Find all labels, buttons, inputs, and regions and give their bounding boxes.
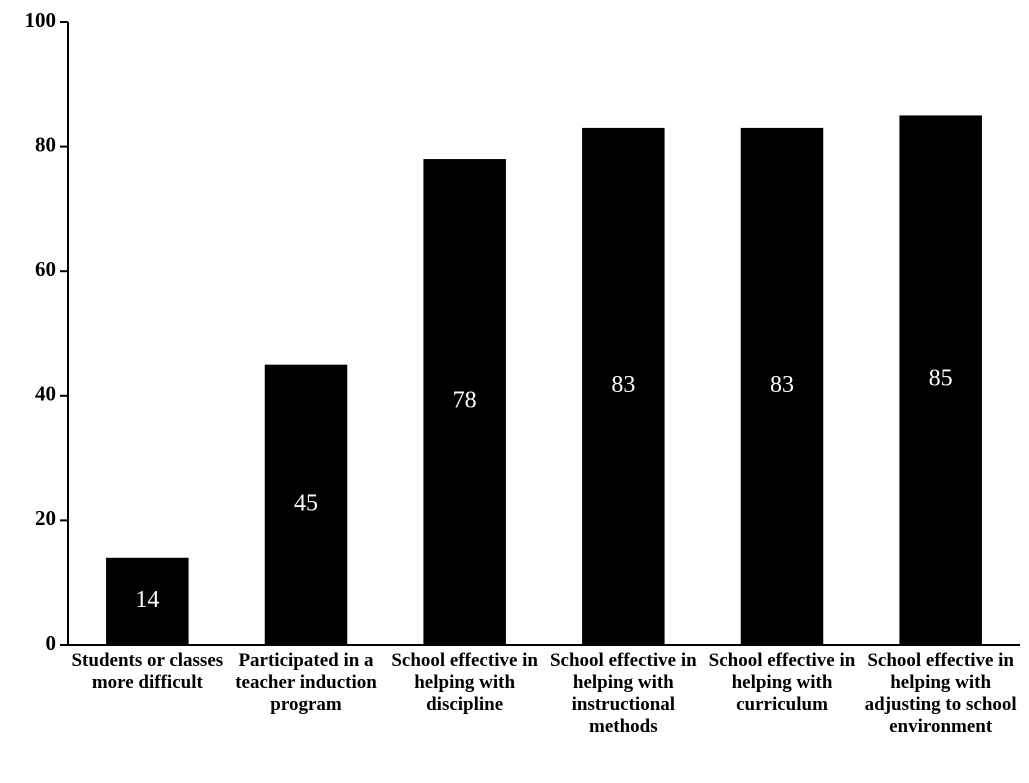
x-tick-label: School effective in helping with instruc… [549,650,697,737]
bar [423,159,506,645]
y-tick-label: 100 [25,8,57,32]
x-tick-label: Participated in a teacher induction prog… [235,650,377,715]
x-tick-label: School effective in helping with adjusti… [864,650,1017,737]
value-label: 83 [611,372,635,398]
y-tick-label: 60 [35,257,56,281]
value-label: 78 [453,388,477,414]
value-label: 85 [929,366,953,392]
y-tick-label: 20 [35,506,56,530]
value-label: 83 [770,372,794,398]
y-tick-label: 0 [46,631,57,655]
value-label: 14 [135,587,159,613]
x-tick-label: Students or classes more difficult [71,650,224,693]
bar [899,115,982,645]
bar [264,364,348,645]
bar [582,127,665,645]
x-tick-label: School effective in helping with discipl… [391,650,538,715]
y-tick-label: 80 [35,132,56,156]
y-tick-label: 40 [35,382,56,406]
bar [106,557,189,645]
x-tick-label: School effective in helping with curricu… [708,650,856,715]
value-label: 45 [294,490,318,516]
bar [740,127,824,645]
